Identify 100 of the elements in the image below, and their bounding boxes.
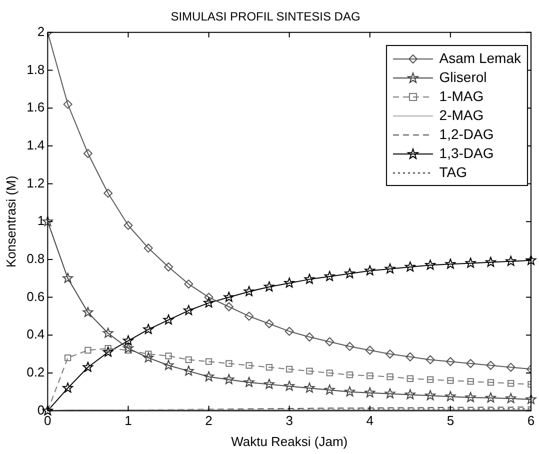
legend-label: Asam Lemak — [439, 49, 521, 68]
legend-label: TAG — [439, 163, 468, 182]
point — [284, 326, 294, 336]
point — [82, 362, 94, 372]
y-tick-label: 0.6 — [26, 288, 45, 304]
point — [506, 256, 516, 266]
point — [485, 392, 496, 402]
x-tick-label: 1 — [124, 413, 132, 428]
point — [124, 220, 133, 230]
point — [346, 372, 354, 378]
point — [344, 386, 356, 396]
point — [264, 319, 274, 328]
point — [204, 292, 214, 302]
point — [404, 262, 416, 272]
point — [244, 312, 254, 321]
point — [384, 388, 396, 398]
point — [465, 392, 476, 402]
legend-label: 2-MAG — [439, 106, 484, 125]
point — [205, 358, 212, 365]
point — [83, 148, 92, 158]
point — [506, 362, 516, 372]
point — [365, 346, 374, 355]
point — [344, 268, 356, 278]
point — [364, 387, 376, 398]
point — [102, 346, 114, 357]
point — [487, 379, 494, 386]
point — [406, 352, 415, 362]
point — [386, 373, 394, 380]
legend-label: 1,2-DAG — [439, 125, 494, 144]
chart-title: SIMULASI PROFIL SINTESIS DAG — [170, 10, 360, 24]
point — [62, 382, 74, 393]
point — [485, 256, 496, 267]
point — [465, 258, 476, 268]
point — [224, 292, 234, 302]
point — [84, 346, 92, 354]
legend-label: 1,3-DAG — [439, 144, 494, 163]
point — [467, 378, 474, 385]
point — [264, 378, 274, 389]
point — [366, 372, 374, 380]
point — [143, 324, 154, 334]
point — [304, 332, 314, 342]
x-axis-title: Waktu Reaksi (Jam) — [231, 434, 348, 449]
point — [164, 262, 174, 272]
point — [244, 376, 254, 387]
x-tick-label: 2 — [205, 413, 212, 428]
point — [426, 376, 434, 383]
point — [446, 357, 455, 366]
point — [447, 377, 454, 384]
y-tick-label: 0.4 — [26, 326, 45, 342]
point — [426, 355, 435, 364]
point — [204, 297, 214, 308]
point — [264, 281, 274, 292]
point — [345, 342, 354, 351]
point — [244, 286, 254, 296]
x-tick-label: 6 — [527, 413, 535, 428]
point — [324, 384, 335, 395]
point — [183, 366, 194, 376]
y-tick-label: 0 — [37, 402, 45, 418]
point — [204, 371, 214, 382]
point — [104, 188, 113, 198]
point — [183, 305, 194, 316]
point — [62, 272, 74, 283]
legend-label: Gliserol — [439, 68, 487, 87]
point — [425, 390, 436, 400]
point — [326, 370, 333, 376]
y-tick-label: 1.8 — [26, 62, 45, 77]
point — [306, 368, 313, 374]
point — [325, 337, 334, 346]
point — [425, 260, 436, 270]
point — [64, 354, 72, 362]
point — [226, 360, 232, 367]
point — [404, 389, 416, 400]
y-tick-label: 0.2 — [26, 364, 45, 380]
point — [144, 244, 153, 253]
point — [324, 270, 335, 282]
point — [63, 100, 72, 109]
y-tick-label: 1.2 — [26, 175, 45, 190]
point — [384, 263, 396, 274]
point — [224, 374, 234, 384]
legend-label: 1-MAG — [439, 87, 484, 106]
point — [526, 394, 536, 404]
point — [163, 314, 174, 325]
y-tick-label: 1.4 — [26, 138, 45, 152]
point — [364, 265, 376, 276]
point — [284, 380, 295, 391]
y-axis-title: Konsentrasi (M) — [3, 176, 18, 268]
point — [304, 274, 315, 284]
point — [526, 254, 536, 265]
point — [82, 306, 94, 317]
point — [284, 278, 295, 288]
point — [445, 391, 456, 402]
y-tick-label: 1 — [37, 213, 45, 228]
point — [102, 328, 114, 338]
point — [304, 382, 315, 393]
point — [184, 280, 194, 289]
x-tick-label: 5 — [446, 413, 454, 428]
point — [406, 375, 414, 382]
x-tick-label: 4 — [366, 413, 374, 428]
point — [486, 360, 496, 370]
point — [506, 393, 516, 404]
